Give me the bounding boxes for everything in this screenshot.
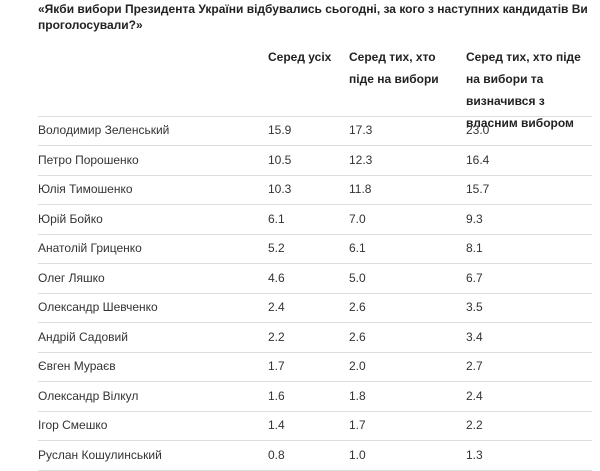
row-divider — [38, 381, 592, 382]
candidate-name: Юлія Тимошенко — [38, 182, 133, 196]
candidate-name: Андрій Садовий — [38, 329, 128, 344]
percent-cell: 2.6 — [349, 329, 366, 344]
candidate-name: Руслан Кошулинський — [38, 447, 162, 462]
percent-cell: 8.1 — [466, 241, 483, 255]
percent-cell: 6.1 — [268, 211, 285, 226]
percent-cell: 10.5 — [268, 152, 292, 167]
percent-cell: 4.6 — [268, 270, 285, 285]
percent-cell: 3.4 — [466, 329, 483, 344]
row-divider — [38, 469, 592, 471]
row-divider — [38, 263, 592, 264]
candidate-name: Володимир Зеленський — [38, 123, 170, 137]
percent-cell: 16.4 — [466, 152, 490, 167]
row-divider — [38, 410, 592, 412]
percent-cell: 3.5 — [466, 300, 483, 314]
candidate-name: Анатолій Гриценко — [38, 241, 142, 255]
percent-cell: 5.2 — [268, 241, 285, 255]
percent-cell: 1.3 — [466, 447, 483, 462]
candidate-name: Петро Порошенко — [38, 152, 139, 167]
row-divider — [38, 292, 592, 294]
table-title: «Якби вибори Президента України відбувал… — [38, 2, 588, 32]
row-divider — [38, 233, 592, 235]
percent-cell: 1.6 — [268, 388, 285, 403]
row-divider — [38, 174, 592, 176]
percent-cell: 23.0 — [466, 123, 490, 137]
candidate-name: Ігор Смешко — [38, 418, 108, 432]
percent-cell: 1.0 — [349, 447, 366, 462]
candidate-name: Юрій Бойко — [38, 211, 103, 226]
percent-cell: 6.1 — [349, 241, 366, 255]
candidate-name: Олександр Вілкул — [38, 388, 139, 403]
row-divider — [38, 351, 592, 353]
percent-cell: 15.9 — [268, 123, 292, 137]
percent-cell: 11.8 — [349, 182, 372, 196]
row-divider — [38, 204, 592, 205]
percent-cell: 2.7 — [466, 359, 483, 373]
percent-cell: 0.8 — [268, 447, 285, 462]
percent-cell: 2.4 — [268, 300, 285, 314]
column-header: Серед тих, хто піде на вибори та визначи… — [466, 50, 581, 130]
percent-cell: 15.7 — [466, 182, 490, 196]
percent-cell: 2.6 — [349, 300, 366, 314]
row-divider — [38, 145, 592, 146]
candidate-name: Євген Мураєв — [38, 359, 116, 373]
percent-cell: 17.3 — [349, 123, 373, 137]
percent-cell: 1.4 — [268, 418, 285, 432]
percent-cell: 5.0 — [349, 270, 366, 285]
percent-cell: 2.4 — [466, 388, 483, 403]
percent-cell: 6.7 — [466, 270, 483, 285]
percent-cell: 1.7 — [349, 418, 366, 432]
column-header: Серед тих, хто піде на вибори — [349, 50, 439, 86]
column-header: Серед усіх — [268, 50, 332, 64]
candidate-name: Олег Ляшко — [38, 270, 105, 285]
percent-cell: 1.8 — [349, 388, 366, 403]
percent-cell: 7.0 — [349, 211, 366, 226]
row-divider — [38, 322, 592, 323]
percent-cell: 9.3 — [466, 211, 483, 226]
percent-cell: 10.3 — [268, 182, 292, 196]
percent-cell: 1.7 — [268, 359, 285, 373]
row-divider — [38, 116, 592, 117]
percent-cell: 2.2 — [268, 329, 285, 344]
percent-cell: 2.0 — [349, 359, 366, 373]
candidate-name: Олександр Шевченко — [38, 300, 158, 314]
percent-cell: 2.2 — [466, 418, 483, 432]
percent-cell: 12.3 — [349, 152, 373, 167]
row-divider — [38, 440, 592, 441]
